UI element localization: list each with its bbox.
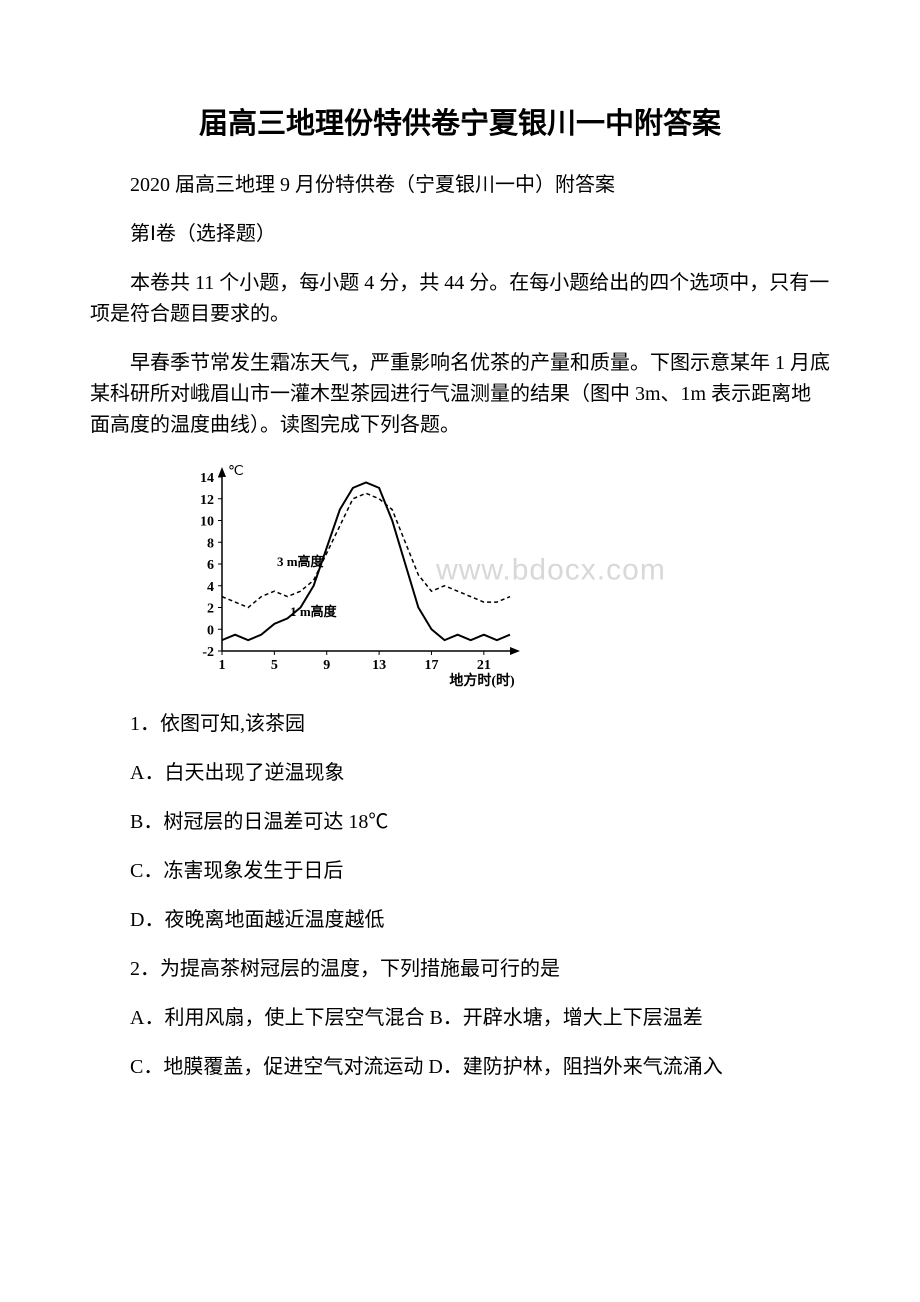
question-1-option-b: B．树冠层的日温差可达 18℃: [90, 807, 830, 838]
question-1-option-a: A．白天出现了逆温现象: [90, 758, 830, 789]
svg-text:-2: -2: [202, 645, 214, 660]
question-2-stem: 2．为提高茶树冠层的温度，下列措施最可行的是: [90, 954, 830, 985]
svg-text:2: 2: [207, 602, 214, 617]
svg-text:21: 21: [477, 658, 491, 673]
question-1-option-d: D．夜晚离地面越近温度越低: [90, 905, 830, 936]
svg-text:3 m高度: 3 m高度: [277, 554, 325, 569]
svg-text:17: 17: [424, 658, 438, 673]
svg-text:14: 14: [200, 471, 214, 486]
svg-text:12: 12: [200, 493, 214, 508]
svg-text:℃: ℃: [228, 464, 244, 479]
subtitle: 2020 届高三地理 9 月份特供卷（宁夏银川一中）附答案: [90, 170, 830, 201]
section-label: 第Ⅰ卷（选择题）: [90, 219, 830, 250]
svg-text:9: 9: [323, 658, 330, 673]
svg-text:1: 1: [219, 658, 226, 673]
svg-text:4: 4: [207, 580, 214, 595]
svg-text:0: 0: [207, 623, 214, 638]
svg-text:6: 6: [207, 558, 214, 573]
question-1-option-c: C．冻害现象发生于日后: [90, 856, 830, 887]
question-2-option-ab: A．利用风扇，使上下层空气混合 B．开辟水塘，增大上下层温差: [90, 1003, 830, 1034]
chart-svg: -2 0 2 4 6 8 10 12 14 ℃ 1 5 9 13 17 21地方时(时) 3 m高度 1 m高度: [180, 459, 520, 689]
svg-text:地方时(时): 地方时(时): [449, 672, 515, 689]
svg-text:10: 10: [200, 515, 214, 530]
svg-text:1 m高度: 1 m高度: [290, 604, 338, 619]
svg-text:5: 5: [271, 658, 278, 673]
temperature-chart: www.bdocx.com -202468101214℃159131721地方时…: [180, 459, 830, 689]
svg-text:8: 8: [207, 536, 214, 551]
document-title: 届高三地理份特供卷宁夏银川一中附答案: [90, 100, 830, 142]
question-1-stem: 1．依图可知,该茶园: [90, 709, 830, 740]
svg-text:13: 13: [372, 658, 386, 673]
question-2-option-cd: C．地膜覆盖，促进空气对流运动 D．建防护林，阻挡外来气流涌入: [90, 1052, 830, 1083]
instructions: 本卷共 11 个小题，每小题 4 分，共 44 分。在每小题给出的四个选项中，只…: [90, 268, 830, 330]
passage-text: 早春季节常发生霜冻天气，严重影响名优茶的产量和质量。下图示意某年 1 月底某科研…: [90, 348, 830, 441]
